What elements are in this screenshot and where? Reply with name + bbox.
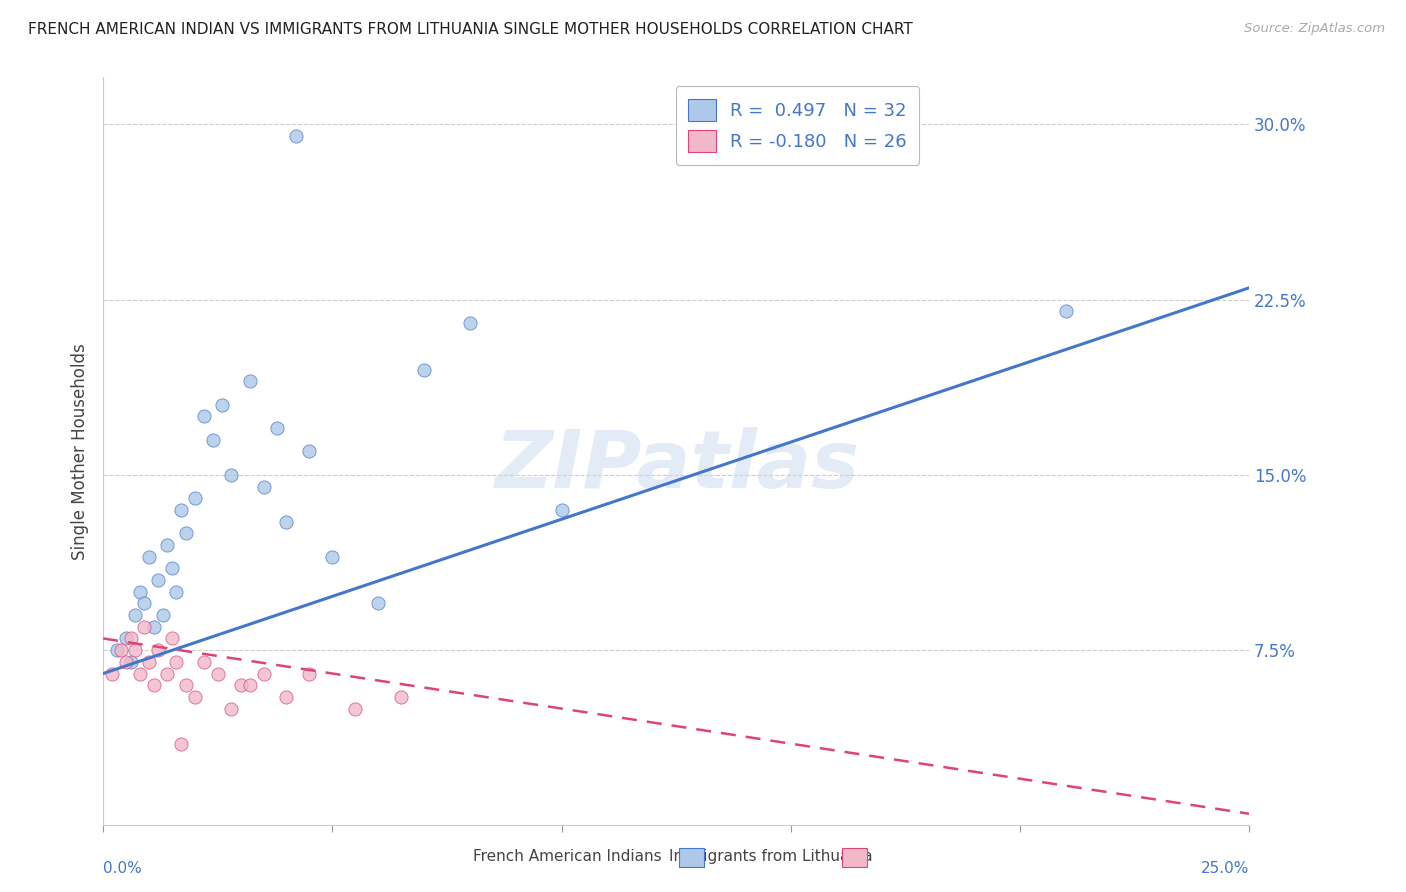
Point <box>239 374 262 388</box>
Point <box>160 632 183 646</box>
Text: 25.0%: 25.0% <box>1201 861 1249 876</box>
Point <box>298 444 321 458</box>
Point <box>115 632 138 646</box>
Point <box>124 608 146 623</box>
Point <box>120 655 142 669</box>
Y-axis label: Single Mother Households: Single Mother Households <box>72 343 89 560</box>
Point <box>229 678 252 692</box>
Point <box>156 538 179 552</box>
Point <box>170 503 193 517</box>
Text: 0.0%: 0.0% <box>103 861 142 876</box>
Point <box>134 620 156 634</box>
Point <box>120 632 142 646</box>
Point <box>1054 304 1077 318</box>
Point <box>174 526 197 541</box>
Point <box>138 549 160 564</box>
Point <box>252 479 274 493</box>
Point <box>550 503 572 517</box>
Point <box>221 467 243 482</box>
Point <box>170 737 193 751</box>
Point <box>184 491 207 506</box>
Point <box>276 690 298 704</box>
Point <box>344 701 367 715</box>
Point <box>252 666 274 681</box>
Point <box>146 573 169 587</box>
Point <box>284 128 307 143</box>
Point <box>413 362 436 376</box>
Point <box>156 666 179 681</box>
Point <box>142 678 165 692</box>
Point <box>128 666 150 681</box>
Point <box>389 690 412 704</box>
Point <box>138 655 160 669</box>
Point <box>160 561 183 575</box>
Point <box>128 584 150 599</box>
Point <box>174 678 197 692</box>
Point <box>239 678 262 692</box>
Legend: R =  0.497   N = 32, R = -0.180   N = 26: R = 0.497 N = 32, R = -0.180 N = 26 <box>676 87 920 165</box>
Point <box>146 643 169 657</box>
Point <box>207 666 229 681</box>
Point <box>134 596 156 610</box>
Point <box>211 398 233 412</box>
Point <box>184 690 207 704</box>
Point <box>152 608 174 623</box>
Point <box>105 643 128 657</box>
Point <box>166 584 188 599</box>
Point <box>202 433 225 447</box>
Point <box>124 643 146 657</box>
Point <box>458 316 481 330</box>
Point <box>221 701 243 715</box>
Point <box>367 596 389 610</box>
Text: Source: ZipAtlas.com: Source: ZipAtlas.com <box>1244 22 1385 36</box>
Point <box>276 515 298 529</box>
Point <box>266 421 288 435</box>
Point <box>193 655 215 669</box>
Point <box>110 643 132 657</box>
Text: FRENCH AMERICAN INDIAN VS IMMIGRANTS FROM LITHUANIA SINGLE MOTHER HOUSEHOLDS COR: FRENCH AMERICAN INDIAN VS IMMIGRANTS FRO… <box>28 22 912 37</box>
Point <box>193 409 215 424</box>
Point <box>142 620 165 634</box>
Point <box>115 655 138 669</box>
Text: ZIPatlas: ZIPatlas <box>494 427 859 506</box>
Point <box>321 549 343 564</box>
Point <box>298 666 321 681</box>
Text: French American Indians: French American Indians <box>474 849 662 864</box>
Point <box>166 655 188 669</box>
Text: Immigrants from Lithuania: Immigrants from Lithuania <box>669 849 873 864</box>
Point <box>101 666 124 681</box>
